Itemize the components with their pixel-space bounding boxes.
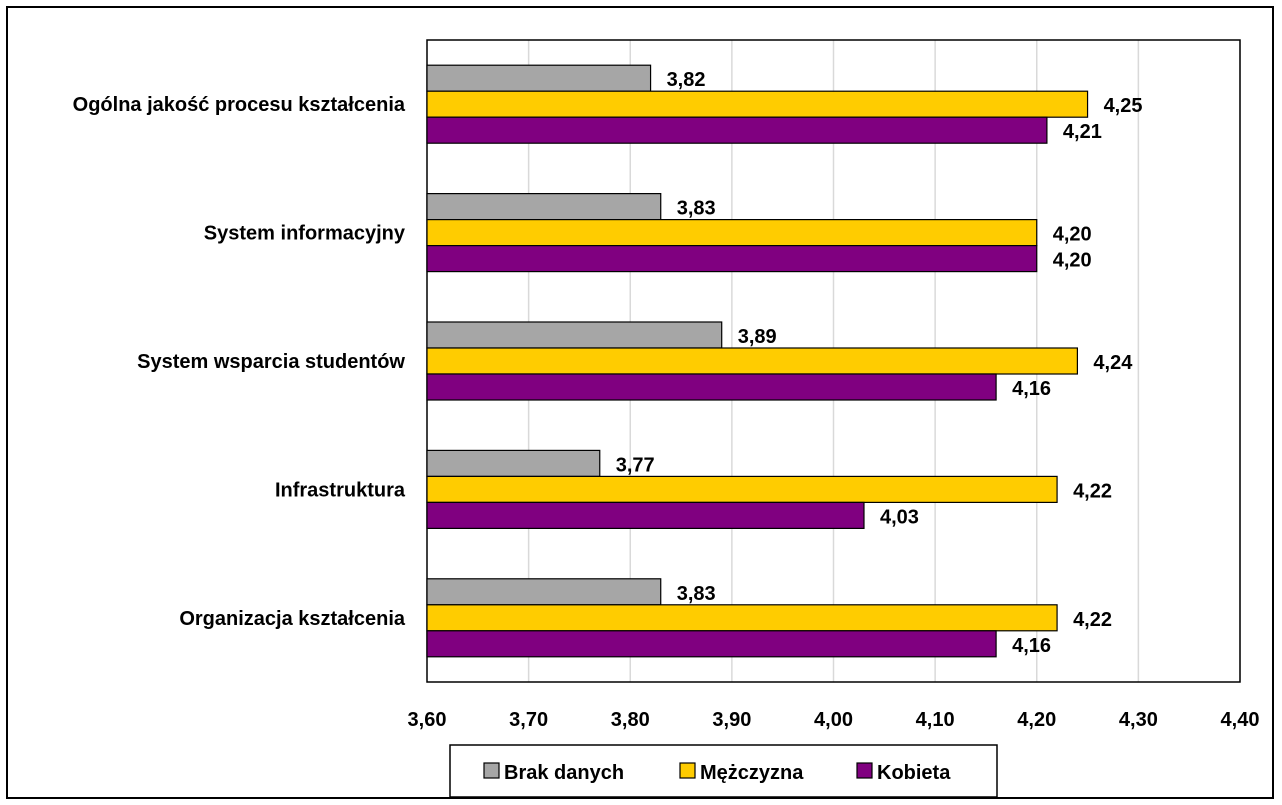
x-tick-label: 3,60 bbox=[408, 709, 447, 731]
bar bbox=[426, 578, 662, 606]
legend-swatch bbox=[483, 762, 500, 779]
bar bbox=[426, 604, 1058, 632]
x-tick-label: 4,10 bbox=[916, 709, 955, 731]
data-label: 3,82 bbox=[667, 69, 706, 91]
category-labels: Ogólna jakość procesu kształcenia System … bbox=[73, 94, 406, 630]
data-label: 3,89 bbox=[738, 326, 777, 348]
bar bbox=[426, 193, 662, 221]
bar bbox=[426, 219, 1038, 247]
bar bbox=[426, 347, 1079, 375]
category-label: System informacyjny bbox=[204, 223, 406, 245]
data-label: 4,24 bbox=[1093, 352, 1133, 374]
bar bbox=[426, 449, 601, 477]
legend-label: Kobieta bbox=[877, 762, 951, 784]
data-label: 4,22 bbox=[1073, 609, 1112, 631]
data-labels: 3,82 4,254,21 3,83 4,20 4,20 3,89 4,24 4,16 3,77… bbox=[616, 69, 1143, 657]
x-tick-label: 3,80 bbox=[611, 709, 650, 731]
x-tick-label: 4,20 bbox=[1017, 709, 1056, 731]
data-label: 3,83 bbox=[677, 198, 716, 220]
data-label: 4,22 bbox=[1073, 480, 1112, 502]
data-label: 4,25 bbox=[1104, 95, 1143, 117]
data-label: 3,83 bbox=[677, 583, 716, 605]
bar bbox=[426, 630, 997, 658]
bar bbox=[426, 501, 865, 529]
data-label: 4,20 bbox=[1053, 224, 1092, 246]
bar bbox=[426, 116, 1048, 144]
data-label: 3,77 bbox=[616, 454, 655, 476]
legend-swatch bbox=[856, 762, 873, 779]
legend-label: Brak danych bbox=[504, 762, 624, 784]
legend: Brak danych Mężczyzna Kobieta bbox=[449, 744, 998, 798]
category-label: Organizacja kształcenia bbox=[179, 608, 406, 630]
x-tick-label: 4,00 bbox=[814, 709, 853, 731]
legend-box bbox=[449, 744, 998, 798]
x-tick-label: 4,40 bbox=[1221, 709, 1260, 731]
data-label: 4,21 bbox=[1063, 121, 1102, 143]
data-label: 4,16 bbox=[1012, 378, 1051, 400]
category-label: Infrastruktura bbox=[275, 479, 406, 501]
x-tick-label: 3,70 bbox=[509, 709, 548, 731]
category-label: System wsparcia studentów bbox=[137, 351, 405, 373]
bar bbox=[426, 245, 1038, 273]
category-label: Ogólna jakość procesu kształcenia bbox=[73, 94, 406, 116]
bar bbox=[426, 64, 652, 92]
legend-label: Mężczyzna bbox=[700, 762, 804, 784]
data-label: 4,03 bbox=[880, 506, 919, 528]
bars bbox=[426, 64, 1089, 658]
x-tick-label: 3,90 bbox=[712, 709, 751, 731]
x-tick-labels: 3,60 3,70 3,80 3,90 4,00 4,10 4,20 4,30 4,40 bbox=[408, 709, 1260, 731]
bar bbox=[426, 321, 723, 349]
data-label: 4,20 bbox=[1053, 250, 1092, 272]
bar bbox=[426, 475, 1058, 503]
bar bbox=[426, 90, 1089, 118]
bar bbox=[426, 373, 997, 401]
data-label: 4,16 bbox=[1012, 635, 1051, 657]
legend-swatch bbox=[679, 762, 696, 779]
x-tick-label: 4,30 bbox=[1119, 709, 1158, 731]
